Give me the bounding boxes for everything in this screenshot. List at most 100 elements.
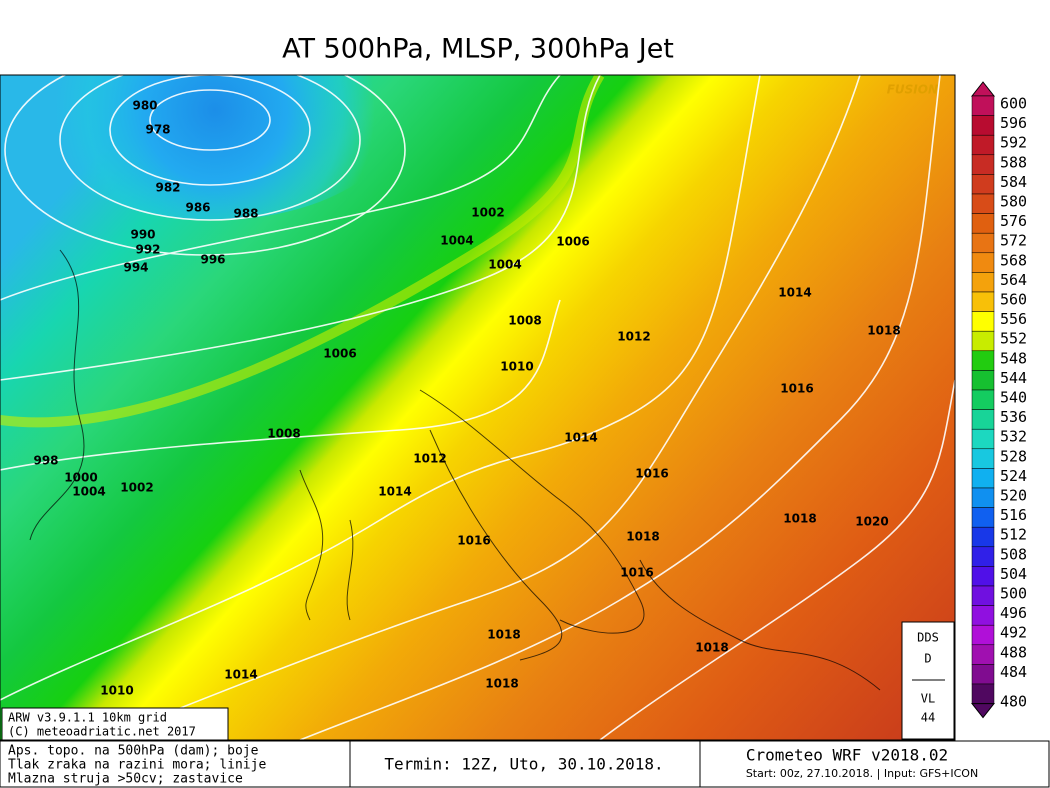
colorbar-swatch bbox=[971, 272, 995, 293]
colorbar-label: 500 bbox=[1000, 585, 1027, 603]
side-box-text: DDS bbox=[917, 631, 939, 645]
colorbar-swatch bbox=[971, 683, 995, 704]
colorbar-label: 508 bbox=[1000, 545, 1027, 563]
colorbar-swatch bbox=[971, 95, 995, 116]
colorbar-swatch bbox=[971, 213, 995, 234]
colorbar-swatch bbox=[971, 487, 995, 508]
colorbar-swatch bbox=[971, 350, 995, 371]
colorbar-swatch bbox=[971, 174, 995, 195]
isobar-label: 1018 bbox=[485, 677, 518, 691]
low-center bbox=[25, 75, 405, 220]
isobar-label: 1004 bbox=[488, 258, 521, 272]
colorbar-label: 588 bbox=[1000, 153, 1027, 171]
colorbar-label: 540 bbox=[1000, 389, 1027, 407]
colorbar-label: 592 bbox=[1000, 134, 1027, 152]
map-frame bbox=[0, 74, 956, 741]
isobar-label: 1010 bbox=[500, 360, 533, 374]
colorbar-label: 488 bbox=[1000, 643, 1027, 661]
isobar-label: 996 bbox=[200, 253, 225, 267]
colorbar-label: 600 bbox=[1000, 95, 1027, 113]
isobar-label: 998 bbox=[33, 454, 58, 468]
colorbar-swatch bbox=[971, 605, 995, 626]
colorbar-label: 576 bbox=[1000, 212, 1027, 230]
isobar-label: 1004 bbox=[72, 485, 105, 499]
colorbar-swatch bbox=[971, 664, 995, 685]
isobar-label: 1018 bbox=[783, 512, 816, 526]
colorbar-label: 552 bbox=[1000, 330, 1027, 348]
legend-text: Tlak zraka na razini mora; linije bbox=[8, 758, 266, 773]
colorbar-swatch bbox=[971, 585, 995, 606]
isobar-label: 1000 bbox=[64, 471, 97, 485]
colorbar-swatch bbox=[971, 193, 995, 214]
isobar-label: 1004 bbox=[440, 234, 473, 248]
isobar-label: 1014 bbox=[378, 485, 411, 499]
isobar-label: 1008 bbox=[267, 427, 300, 441]
colorbar-swatch bbox=[971, 154, 995, 175]
colorbar-label: 596 bbox=[1000, 114, 1027, 132]
isobar-label: 1002 bbox=[471, 206, 504, 220]
coastlines bbox=[29, 249, 881, 691]
model-name: Crometeo WRF v2018.02 bbox=[746, 746, 948, 765]
colorbar-label: 584 bbox=[1000, 173, 1027, 191]
isobar-label: 1016 bbox=[780, 382, 813, 396]
isobar-label: 1014 bbox=[224, 668, 257, 682]
info-text: (C) meteoadriatic.net 2017 bbox=[8, 725, 196, 739]
isobars bbox=[0, 75, 955, 740]
colorbar-label: 544 bbox=[1000, 369, 1027, 387]
start-info: Start: 00z, 27.10.2018. | Input: GFS+ICO… bbox=[746, 767, 978, 780]
colorbar-swatch bbox=[971, 566, 995, 587]
info-text: ARW v3.9.1.1 10km grid bbox=[8, 711, 167, 725]
isobar-label: 988 bbox=[233, 207, 258, 221]
colorbar-swatch bbox=[971, 428, 995, 450]
isobar-label: 994 bbox=[123, 261, 148, 275]
colorbar-swatch bbox=[971, 252, 995, 273]
legend-text: Mlazna struja >50cv; zastavice bbox=[8, 772, 243, 787]
isobar-label: 1016 bbox=[635, 467, 668, 481]
colorbar-label: 536 bbox=[1000, 408, 1027, 426]
footer bbox=[0, 740, 1050, 788]
isobar-label: 978 bbox=[145, 123, 170, 137]
colorbar-swatch bbox=[971, 134, 995, 156]
isobar-label: 1014 bbox=[778, 286, 811, 300]
isobar-label: 1002 bbox=[120, 481, 153, 495]
isobar-label: 1018 bbox=[626, 530, 659, 544]
isobar-label: 1018 bbox=[695, 641, 728, 655]
colorbar-label: 524 bbox=[1000, 467, 1027, 485]
title: AT 500hPa, MLSP, 300hPa Jet bbox=[282, 34, 674, 65]
isobar-label: 1010 bbox=[100, 684, 133, 698]
isobar-label: 1012 bbox=[413, 452, 446, 466]
colorbar-label: 548 bbox=[1000, 349, 1027, 367]
isobar-label: 1016 bbox=[457, 534, 490, 548]
watermark: FUSION bbox=[887, 83, 938, 97]
colorbar-swatch bbox=[971, 546, 995, 567]
side-box-text: D bbox=[924, 652, 931, 666]
isobar-label: 1016 bbox=[620, 566, 653, 580]
colorbar-swatch bbox=[971, 370, 995, 391]
colorbar: 6005965925885845805765725685645605565525… bbox=[970, 81, 1027, 719]
isobar-label: 1006 bbox=[556, 235, 589, 249]
colorbar-label: 512 bbox=[1000, 526, 1027, 544]
side-box-text: VL bbox=[921, 692, 935, 706]
colorbar-label: 568 bbox=[1000, 251, 1027, 269]
isobar-label: 1018 bbox=[487, 628, 520, 642]
colorbar-label: 520 bbox=[1000, 487, 1027, 505]
colorbar-swatch bbox=[971, 291, 995, 312]
isobar-label: 1014 bbox=[564, 431, 597, 445]
colorbar-swatch bbox=[971, 409, 995, 430]
side-box-text: 44 bbox=[921, 711, 935, 725]
isobar-label: 992 bbox=[135, 243, 160, 257]
colorbar-swatch bbox=[971, 330, 995, 352]
isobar-label: 980 bbox=[132, 99, 157, 113]
isobar-label: 1008 bbox=[508, 314, 541, 328]
band bbox=[0, 75, 605, 428]
info-box bbox=[1, 707, 229, 741]
colorbar-arrow bbox=[970, 703, 996, 719]
colorbar-swatch bbox=[971, 115, 995, 136]
colorbar-label: 496 bbox=[1000, 604, 1027, 622]
isobar-label: 1018 bbox=[867, 324, 900, 338]
colorbar-swatch bbox=[971, 389, 995, 410]
colorbar-label: 528 bbox=[1000, 447, 1027, 465]
legend-text: Aps. topo. na 500hPa (dam); boje bbox=[8, 744, 259, 759]
isobar-label: 1006 bbox=[323, 347, 356, 361]
